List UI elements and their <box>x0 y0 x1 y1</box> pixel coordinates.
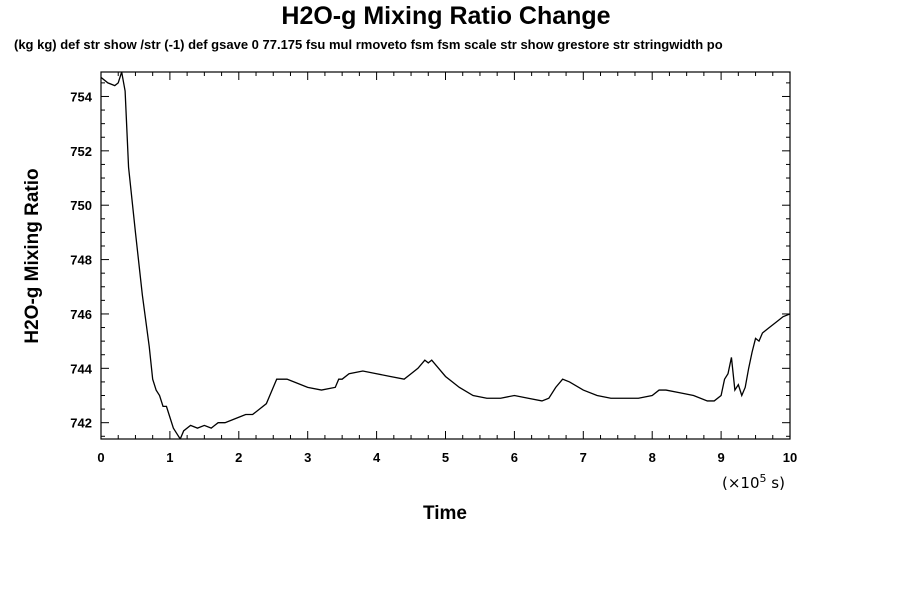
x-tick-label: 8 <box>649 450 656 465</box>
x-tick-label: 2 <box>235 450 242 465</box>
x-tick-label: 10 <box>783 450 797 465</box>
y-tick-label: 752 <box>70 144 92 159</box>
plot-frame <box>100 71 791 440</box>
chart-title: H2O-g Mixing Ratio Change <box>281 2 610 30</box>
series-line-0 <box>101 72 790 439</box>
y-tick-label: 742 <box>70 416 92 431</box>
x-tick-label: 6 <box>511 450 518 465</box>
y-tick-label: 746 <box>70 307 92 322</box>
x-tick-label: 9 <box>717 450 724 465</box>
series-layer <box>101 72 790 439</box>
y-tick-label: 748 <box>70 253 92 268</box>
y-tick-label: 750 <box>70 198 92 213</box>
x-tick-label: 1 <box>166 450 173 465</box>
y-axis-label: H2O-g Mixing Ratio <box>22 168 43 343</box>
chart-subtitle: (kg kg) def str show /str (-1) def gsave… <box>14 37 723 52</box>
x-tick-label: 5 <box>442 450 449 465</box>
ticks-layer <box>100 72 791 439</box>
x-tick-label: 4 <box>373 450 381 465</box>
x-axis-label: Time <box>423 503 467 524</box>
x-tick-label: 3 <box>304 450 311 465</box>
x-axis-units: (×105 s) <box>722 472 785 492</box>
y-tick-label: 754 <box>70 89 92 104</box>
y-tick-label: 744 <box>70 361 92 376</box>
x-tick-label: 7 <box>580 450 587 465</box>
x-tick-label: 0 <box>97 450 104 465</box>
tick-labels-layer: 0 1 2 3 4 5 6 7 8 9 10 742 744 746 748 750 752 754 <box>70 89 797 465</box>
